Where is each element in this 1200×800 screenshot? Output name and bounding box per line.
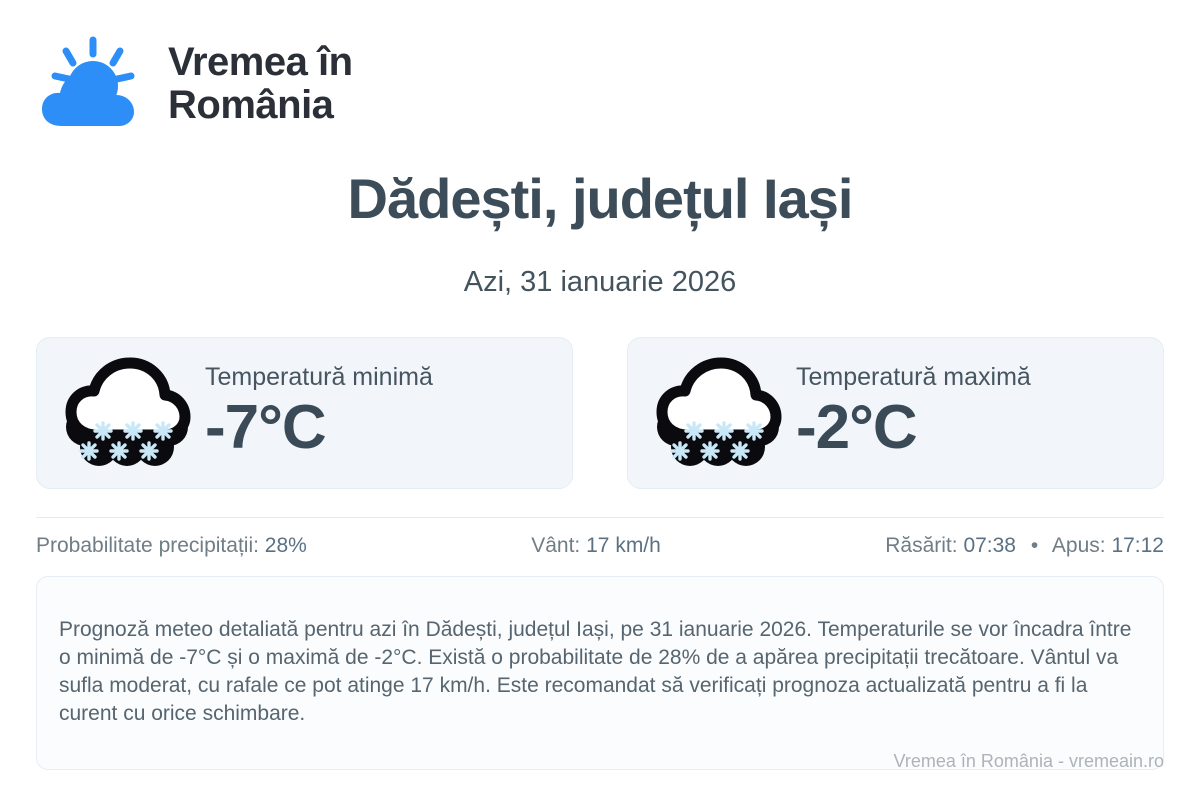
page-date: Azi, 31 ianuarie 2026 (463, 266, 737, 299)
min-temperature-body: Temperatură minimă -7°C (205, 362, 433, 463)
min-temperature-label: Temperatură minimă (205, 362, 433, 391)
weather-stats-row: Probabilitate precipitații: 28% Vânt: 17… (36, 534, 1164, 558)
wind-value: 17 km/h (586, 534, 661, 558)
snow-cloud-icon (654, 357, 782, 469)
wind-stat: Vânt: 17 km/h (307, 534, 885, 558)
sunrise-label: Răsărit: (885, 534, 958, 558)
precipitation-label: Probabilitate precipitații: (36, 534, 259, 558)
sun-times-stat: Răsărit: 07:38 • Apus: 17:12 (885, 534, 1164, 558)
sunrise-value: 07:38 (963, 534, 1016, 558)
snow-cloud-icon (63, 357, 191, 469)
max-temperature-card: Temperatură maximă -2°C (627, 337, 1164, 490)
footer-credit: Vremea în România - vremeain.ro (893, 751, 1164, 771)
max-temperature-label: Temperatură maximă (796, 362, 1031, 391)
sunset-label: Apus: (1051, 534, 1106, 558)
temperature-cards: Temperatură minimă -7°C (36, 337, 1164, 490)
precipitation-stat: Probabilitate precipitații: 28% (36, 534, 307, 558)
site-title: Vremea în România (168, 39, 353, 127)
separator-bullet: • (1030, 534, 1039, 558)
section-divider (36, 517, 1164, 519)
min-temperature-value: -7°C (205, 393, 327, 463)
page-title: Dădești, județul Iași (347, 167, 854, 230)
sun-behind-cloud-icon (36, 34, 148, 134)
precipitation-value: 28% (264, 534, 307, 558)
min-temperature-card: Temperatură minimă -7°C (36, 337, 573, 490)
max-temperature-value: -2°C (796, 393, 918, 463)
forecast-description-box: Prognoză meteo detaliată pentru azi în D… (36, 576, 1164, 770)
max-temperature-body: Temperatură maximă -2°C (796, 362, 1031, 463)
wind-label: Vânt: (531, 534, 581, 558)
sunset-value: 17:12 (1111, 534, 1164, 558)
site-logo[interactable]: Vremea în România (36, 0, 1164, 127)
forecast-description-text: Prognoză meteo detaliată pentru azi în D… (59, 618, 1132, 726)
